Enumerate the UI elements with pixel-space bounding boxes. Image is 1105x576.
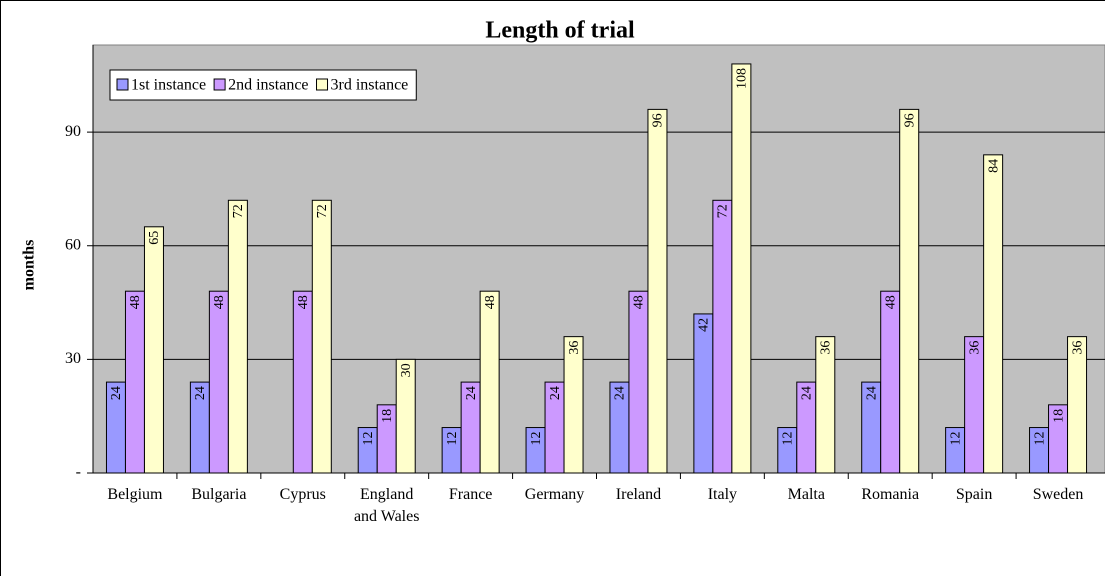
bar bbox=[143, 226, 164, 474]
bar bbox=[815, 336, 836, 474]
data-label: 72 bbox=[716, 204, 731, 218]
plot-area bbox=[92, 44, 1105, 474]
legend-label: 2nd instance bbox=[228, 77, 308, 94]
data-label: 18 bbox=[380, 409, 395, 423]
x-tick-label: Sweden bbox=[1032, 486, 1084, 503]
x-tick-label: Cyprus bbox=[279, 486, 326, 503]
x-tick-label: Belgium bbox=[107, 486, 163, 503]
data-label: 36 bbox=[1070, 341, 1085, 355]
data-label: 24 bbox=[800, 386, 815, 400]
bar bbox=[628, 290, 649, 474]
legend-swatch bbox=[316, 78, 329, 91]
bar bbox=[983, 154, 1004, 474]
data-label: 24 bbox=[864, 386, 879, 400]
data-label: 12 bbox=[1032, 432, 1047, 446]
legend-label: 3rd instance bbox=[331, 77, 409, 94]
data-label: 24 bbox=[613, 386, 628, 400]
bar bbox=[693, 313, 714, 474]
y-tick-label: - bbox=[76, 464, 81, 481]
x-tick-label: France bbox=[448, 486, 493, 503]
bar bbox=[899, 108, 920, 474]
data-label: 72 bbox=[231, 204, 246, 218]
bar bbox=[311, 199, 332, 474]
bar bbox=[395, 358, 416, 474]
x-tick-label: Ireland bbox=[615, 486, 662, 503]
y-tick-label: 60 bbox=[65, 236, 81, 253]
legend-label: 1st instance bbox=[131, 77, 206, 94]
x-tick-label: Malta bbox=[787, 486, 825, 503]
bar bbox=[1067, 336, 1088, 474]
x-tick-label: Romania bbox=[861, 486, 920, 503]
bar bbox=[563, 336, 584, 474]
data-label: 12 bbox=[361, 432, 376, 446]
legend-swatch bbox=[213, 78, 226, 91]
data-label: 48 bbox=[296, 295, 311, 309]
data-label: 18 bbox=[1051, 409, 1066, 423]
bar bbox=[292, 290, 313, 474]
bar bbox=[227, 199, 248, 474]
data-label: 12 bbox=[781, 432, 796, 446]
data-label: 24 bbox=[464, 386, 479, 400]
data-label: 12 bbox=[529, 432, 544, 446]
data-label: 24 bbox=[548, 386, 563, 400]
bar bbox=[479, 290, 500, 474]
data-label: 24 bbox=[193, 386, 208, 400]
bar bbox=[964, 336, 985, 474]
data-label: 65 bbox=[147, 231, 162, 245]
legend-swatch bbox=[116, 78, 129, 91]
legend-box bbox=[109, 69, 417, 101]
data-label: 12 bbox=[948, 432, 963, 446]
data-label: 24 bbox=[109, 386, 124, 400]
data-label: 36 bbox=[967, 341, 982, 355]
x-tick-label: England and Wales bbox=[353, 486, 420, 525]
data-label: 36 bbox=[819, 341, 834, 355]
data-label: 48 bbox=[128, 295, 143, 309]
bar bbox=[880, 290, 901, 474]
bar bbox=[731, 63, 752, 474]
data-label: 96 bbox=[651, 113, 666, 127]
data-label: 48 bbox=[212, 295, 227, 309]
data-label: 108 bbox=[735, 68, 750, 89]
x-tick-label: Germany bbox=[524, 486, 585, 503]
data-label: 48 bbox=[883, 295, 898, 309]
bar bbox=[712, 199, 733, 474]
x-tick-label: Italy bbox=[707, 486, 738, 503]
data-label: 48 bbox=[632, 295, 647, 309]
y-axis-label: months bbox=[21, 240, 38, 291]
data-label: 72 bbox=[315, 204, 330, 218]
bar bbox=[647, 108, 668, 474]
data-label: 36 bbox=[567, 341, 582, 355]
data-label: 30 bbox=[399, 363, 414, 377]
data-label: 96 bbox=[902, 113, 917, 127]
data-label: 42 bbox=[697, 318, 712, 332]
bar bbox=[124, 290, 145, 474]
bar bbox=[208, 290, 229, 474]
y-tick-label: 30 bbox=[65, 350, 81, 367]
data-label: 84 bbox=[986, 159, 1001, 173]
data-label: 12 bbox=[445, 432, 460, 446]
data-label: 48 bbox=[483, 295, 498, 309]
y-tick-label: 90 bbox=[65, 123, 81, 140]
chart-title: Length of trial bbox=[485, 18, 635, 44]
x-tick-label: Bulgaria bbox=[191, 486, 247, 503]
x-tick-label: Spain bbox=[955, 486, 993, 503]
